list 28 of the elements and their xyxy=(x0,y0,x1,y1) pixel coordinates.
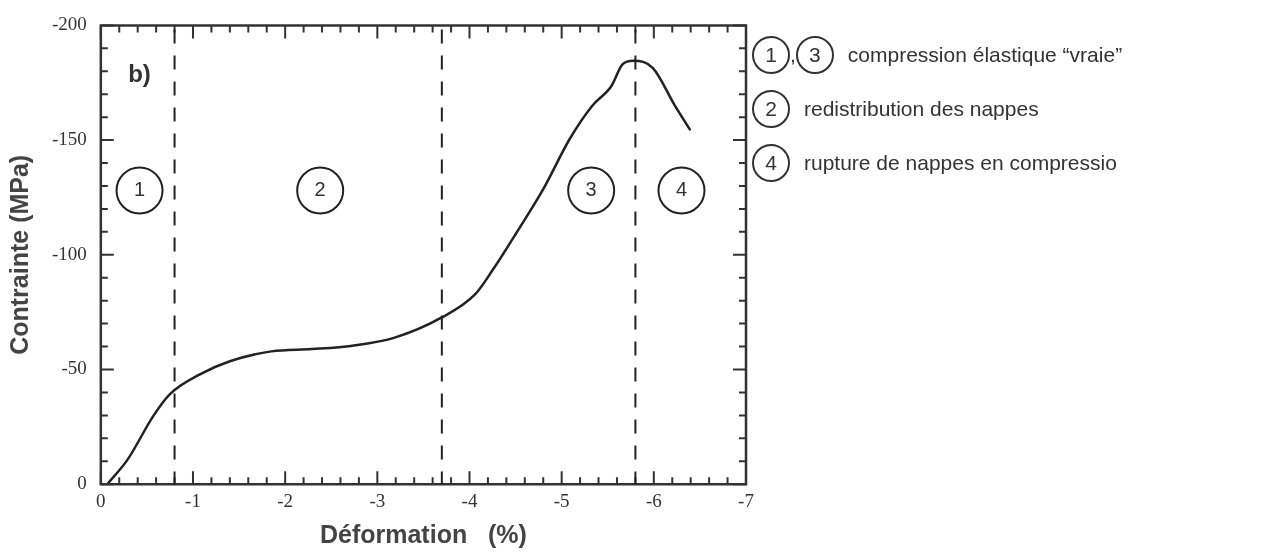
y-tick-label: -50 xyxy=(61,357,87,379)
text: 3 xyxy=(795,36,834,74)
y-tick-label: 0 xyxy=(77,472,87,494)
annotation: 3 xyxy=(585,178,597,201)
text: compression élastique “vraie” xyxy=(847,43,1123,67)
annotation: 2 xyxy=(314,178,326,201)
y-axis-title: Contrainte (MPa) xyxy=(4,154,33,355)
x-tick-label: 0 xyxy=(96,489,106,511)
annotation: 4 xyxy=(675,178,688,201)
text: 1 xyxy=(752,36,790,74)
y-tick-label: -150 xyxy=(52,128,87,150)
x-axis-title: Déformation (%) xyxy=(319,519,527,548)
annotation: 1 xyxy=(133,178,146,201)
text: rupture de nappes en compressio xyxy=(804,151,1117,175)
x-tick-label: -1 xyxy=(185,489,201,511)
x-tick-label: -3 xyxy=(369,489,386,511)
x-tick-label: -4 xyxy=(461,489,478,511)
x-tick-label: -5 xyxy=(553,489,570,511)
text: , xyxy=(790,43,796,67)
x-tick-label: -6 xyxy=(645,489,662,511)
annotation: b) xyxy=(128,60,151,88)
y-tick-label: -100 xyxy=(52,242,87,264)
x-tick-label: -2 xyxy=(277,489,294,511)
text: 4 xyxy=(752,144,790,182)
y-tick-label: -200 xyxy=(52,13,87,35)
text: redistribution des nappes xyxy=(804,97,1039,121)
text: 2 xyxy=(752,90,790,128)
x-tick-label: -7 xyxy=(738,489,754,511)
